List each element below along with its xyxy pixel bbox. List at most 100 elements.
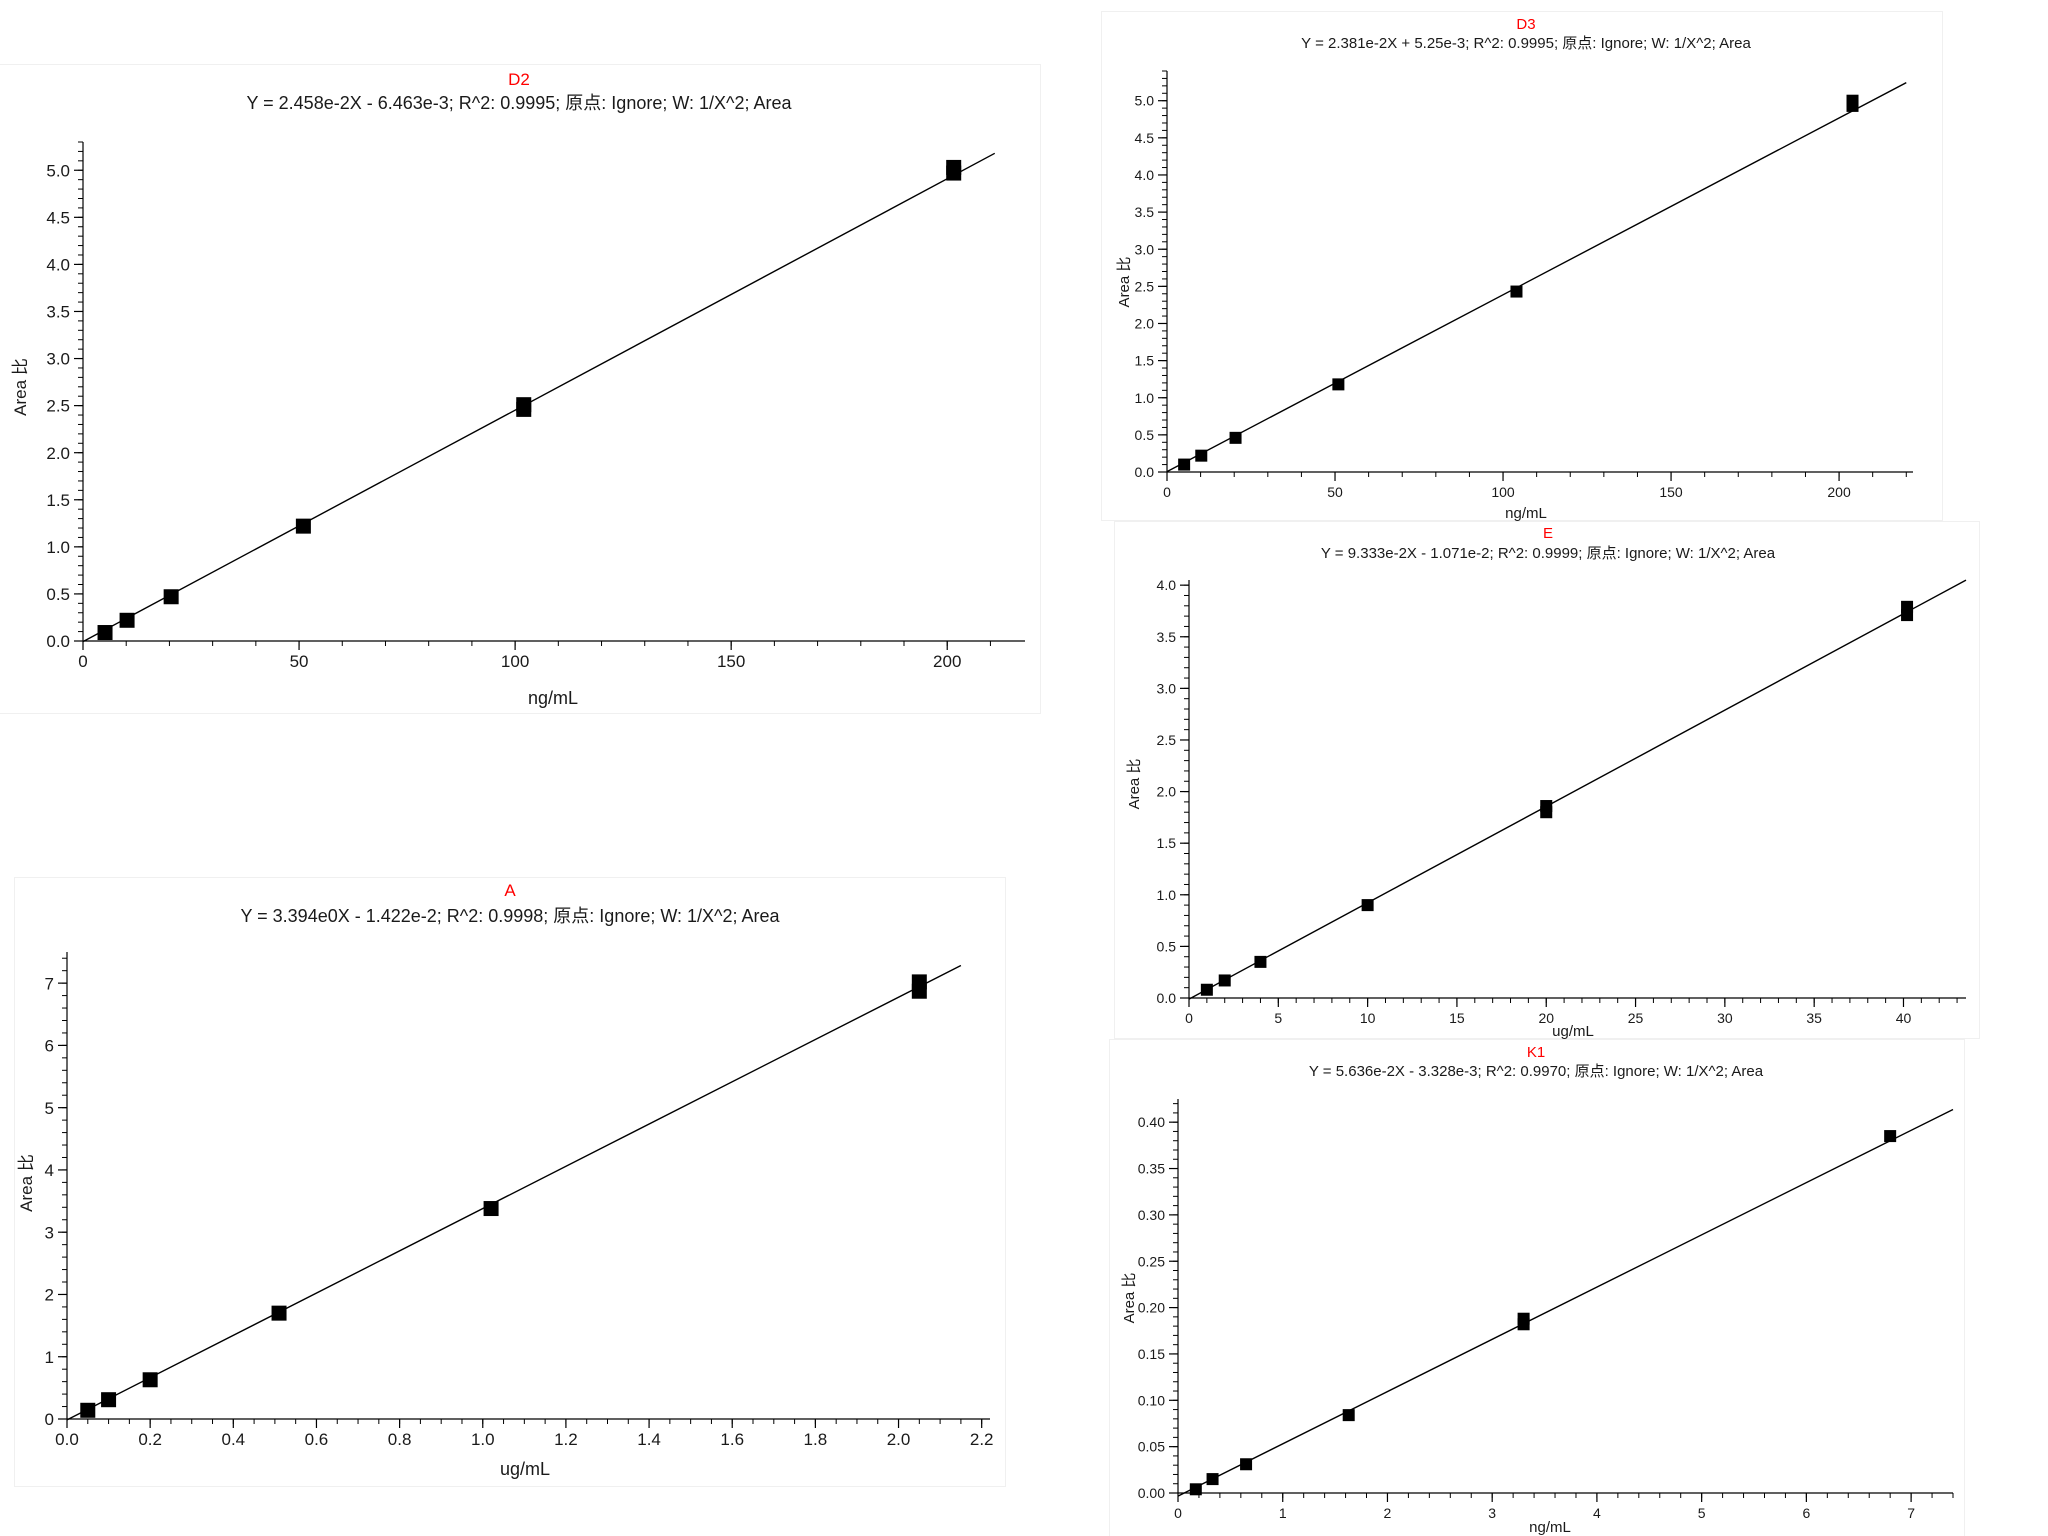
chart-a-subtitle: Y = 3.394e0X - 1.422e-2; R^2: 0.9998; 原点… [240, 906, 780, 926]
chart-a-y-tick-label: 0 [45, 1410, 54, 1429]
chart-k1-y-tick-label: 0.10 [1138, 1392, 1165, 1408]
chart-e-subtitle: Y = 9.333e-2X - 1.071e-2; R^2: 0.9999; 原… [1321, 545, 1776, 562]
chart-e-x-tick-label: 30 [1717, 1010, 1733, 1026]
chart-e-x-tick-label: 35 [1806, 1010, 1822, 1026]
chart-e-x-tick-label: 25 [1628, 1010, 1644, 1026]
chart-k1-y-tick-label: 0.00 [1138, 1485, 1165, 1501]
chart-k1-data-point [1240, 1458, 1253, 1471]
chart-e-fit-line [1188, 579, 1967, 1000]
chart-a-x-tick-label: 0.4 [221, 1430, 245, 1449]
chart-d3-data-point [1332, 378, 1345, 391]
chart-d2-y-tick-label: 2.5 [46, 397, 70, 416]
chart-d3-y-tick-label: 0.5 [1135, 427, 1155, 443]
chart-d2-y-tick-label: 5.0 [46, 161, 70, 180]
chart-e-y-tick-label: 1.5 [1157, 835, 1177, 851]
chart-d3-title: D3 [1516, 16, 1535, 33]
chart-a-x-tick-label: 0.0 [55, 1430, 79, 1449]
chart-d3-data-point [1229, 431, 1242, 444]
chart-a-y-tick-label: 6 [45, 1037, 54, 1056]
chart-k1-x-tick-label: 6 [1802, 1505, 1810, 1521]
chart-a-x-tick-label: 2.0 [887, 1430, 911, 1449]
chart-d2-y-tick-label: 0.5 [46, 585, 70, 604]
chart-a-y-tick-label: 5 [45, 1099, 54, 1118]
chart-e-x-tick-label: 10 [1360, 1010, 1376, 1026]
chart-a-title: A [504, 881, 516, 900]
chart-e-data-point [1540, 800, 1553, 813]
chart-panel-d3: D3 Y = 2.381e-2X + 5.25e-3; R^2: 0.9995;… [1101, 11, 1943, 522]
chart-d3-x-tick-label: 50 [1327, 484, 1343, 500]
chart-d3-y-tick-label: 3.0 [1135, 241, 1155, 257]
chart-d2-data-point [295, 518, 311, 534]
chart-k1-data-point [1884, 1130, 1897, 1143]
chart-d2-data-point [119, 612, 135, 628]
chart-a-x-tick-label: 2.2 [970, 1430, 994, 1449]
chart-d2-data-point [946, 159, 962, 175]
chart-a-x-tick-label: 0.2 [138, 1430, 162, 1449]
chart-a-y-tick-label: 1 [45, 1348, 54, 1367]
chart-k1-y-tick-label: 0.15 [1138, 1346, 1165, 1362]
chart-d3-x-tick-label: 200 [1827, 484, 1851, 500]
chart-a-data-point [483, 1201, 499, 1217]
chart-e-y-tick-label: 0.0 [1157, 990, 1177, 1006]
chart-a-fit-line [66, 964, 962, 1421]
chart-panel-e: E Y = 9.333e-2X - 1.071e-2; R^2: 0.9999;… [1114, 521, 1980, 1040]
chart-d2-x-tick-label: 200 [933, 652, 961, 671]
chart-d2-y-tick-label: 3.5 [46, 303, 70, 322]
chart-e-data-point [1254, 955, 1267, 968]
chart-e-y-tick-label: 2.5 [1157, 732, 1177, 748]
chart-a-data-point [142, 1372, 158, 1388]
chart-e-data-point [1218, 974, 1231, 987]
chart-e-title: E [1543, 525, 1553, 542]
chart-d3-data-point [1510, 285, 1523, 298]
chart-e-data-point [1901, 600, 1914, 613]
chart-d2-xlabel: ng/mL [528, 688, 578, 708]
chart-a-y-tick-label: 4 [45, 1161, 54, 1180]
chart-e-data-point [1361, 899, 1374, 912]
chart-k1-x-tick-label: 0 [1174, 1505, 1182, 1521]
chart-k1-title: K1 [1527, 1044, 1545, 1061]
chart-d2-y-tick-label: 3.0 [46, 350, 70, 369]
chart-k1-data-point [1189, 1483, 1202, 1496]
chart-d2-y-tick-label: 4.5 [46, 208, 70, 227]
chart-panel-a: A Y = 3.394e0X - 1.422e-2; R^2: 0.9998; … [14, 877, 1006, 1487]
chart-d2-x-tick-label: 150 [717, 652, 745, 671]
chart-a-y-tick-label: 7 [45, 974, 54, 993]
chart-d2-svg: D2 Y = 2.458e-2X - 6.463e-3; R^2: 0.9995… [11, 70, 1025, 708]
chart-d2-title: D2 [508, 70, 530, 89]
chart-k1-xlabel: ng/mL [1529, 1519, 1571, 1536]
chart-e-y-tick-label: 3.0 [1157, 680, 1177, 696]
chart-k1-y-tick-label: 0.40 [1138, 1114, 1165, 1130]
chart-d2-data-point [516, 397, 532, 413]
chart-d3-y-tick-label: 1.0 [1135, 390, 1155, 406]
chart-d2-y-tick-label: 4.0 [46, 256, 70, 275]
chart-e-x-tick-label: 40 [1896, 1010, 1912, 1026]
chart-k1-y-tick-label: 0.20 [1138, 1300, 1165, 1316]
chart-k1-x-tick-label: 4 [1593, 1505, 1601, 1521]
chart-d3-y-tick-label: 2.5 [1135, 278, 1155, 294]
chart-e-y-tick-label: 1.0 [1157, 887, 1177, 903]
chart-a-x-tick-label: 1.4 [637, 1430, 661, 1449]
chart-a-data-point [271, 1305, 287, 1321]
chart-k1-data-point [1517, 1312, 1530, 1325]
chart-k1-data-point [1206, 1473, 1219, 1486]
chart-panel-k1: K1 Y = 5.636e-2X - 3.328e-3; R^2: 0.9970… [1109, 1039, 1965, 1536]
chart-d2-fit-line [82, 152, 996, 643]
chart-k1-y-tick-label: 0.05 [1138, 1439, 1165, 1455]
chart-e-y-tick-label: 3.5 [1157, 629, 1177, 645]
chart-a-xlabel: ug/mL [500, 1459, 550, 1479]
chart-d3-data-point [1178, 458, 1191, 471]
chart-e-x-tick-label: 5 [1274, 1010, 1282, 1026]
chart-e-x-tick-label: 15 [1449, 1010, 1465, 1026]
chart-a-data-point [101, 1392, 117, 1408]
chart-d3-y-tick-label: 4.0 [1135, 167, 1155, 183]
chart-d2-subtitle: Y = 2.458e-2X - 6.463e-3; R^2: 0.9995; 原… [246, 93, 792, 113]
chart-e-y-tick-label: 0.5 [1157, 938, 1177, 954]
chart-d2-y-tick-label: 0.0 [46, 632, 70, 651]
chart-d3-svg: D3 Y = 2.381e-2X + 5.25e-3; R^2: 0.9995;… [1116, 16, 1913, 522]
chart-e-svg: E Y = 9.333e-2X - 1.071e-2; R^2: 0.9999;… [1126, 525, 1967, 1040]
chart-k1-y-tick-label: 0.35 [1138, 1161, 1165, 1177]
chart-a-x-tick-label: 0.8 [388, 1430, 412, 1449]
chart-k1-svg: K1 Y = 5.636e-2X - 3.328e-3; R^2: 0.9970… [1121, 1044, 1954, 1536]
chart-d2-ylabel: Area 比 [11, 358, 30, 416]
chart-k1-y-tick-label: 0.25 [1138, 1253, 1165, 1269]
